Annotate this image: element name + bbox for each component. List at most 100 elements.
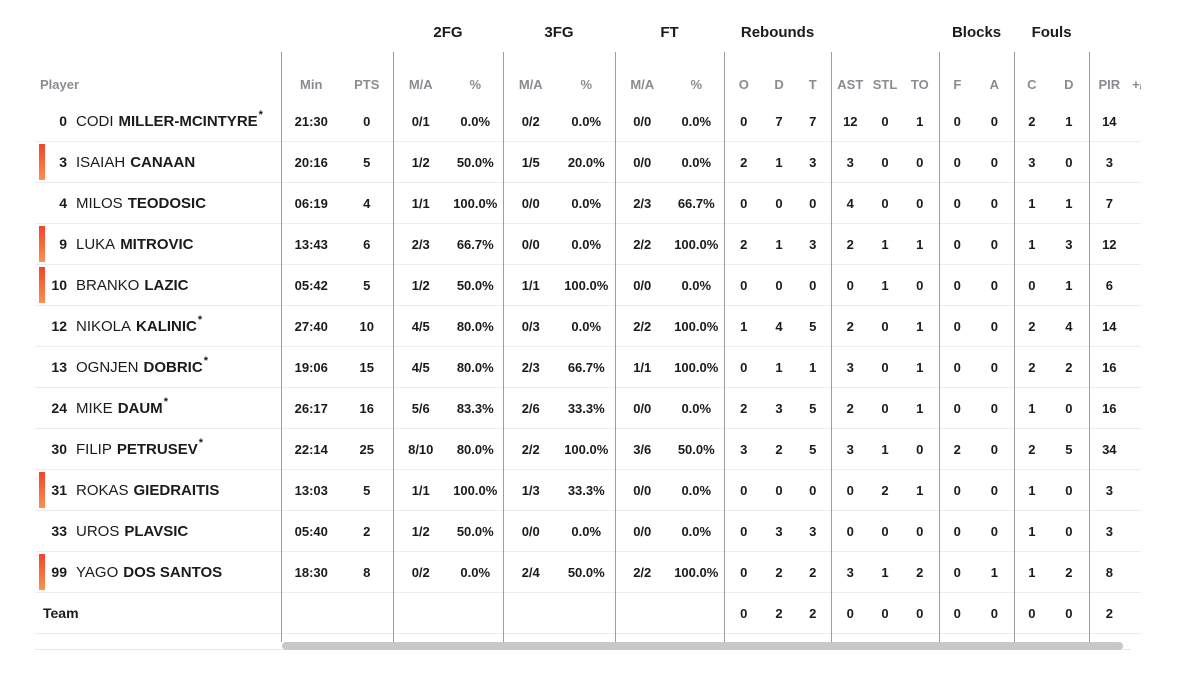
table-row: 31 ROKAS GIEDRAITIS 13:03 5 1/1 100.0% 1…: [35, 469, 1141, 511]
stat-reb-t: 0: [795, 264, 832, 306]
stat-foul-c: 0: [1013, 264, 1050, 306]
player-cell: 31 ROKAS GIEDRAITIS: [35, 469, 281, 511]
row-label: Team: [43, 605, 79, 621]
player-number: 0: [59, 113, 67, 129]
column-header-3fg-ma: M/A: [502, 52, 558, 101]
stat-reb-d: 2: [763, 428, 796, 470]
stat-foul-c: 2: [1013, 346, 1050, 388]
stat-2fg-pct: 50.0%: [448, 510, 503, 552]
stat-reb-t: 5: [795, 305, 832, 347]
player-number: 3: [59, 154, 67, 170]
stat-ft-pct: 0.0%: [669, 387, 725, 429]
player-last-name: DOBRIC: [143, 358, 203, 376]
stat-ft-ma: 0/0: [614, 141, 669, 183]
stat-pir: 138: [1088, 633, 1130, 642]
stat-blk-f: 0: [938, 264, 976, 306]
stat-ast: 34: [830, 633, 870, 642]
stat-pts: 6: [341, 223, 393, 265]
stat-blk-f: 0: [938, 510, 976, 552]
stat-stl: 0: [869, 346, 902, 388]
stat-reb-t: 36: [795, 633, 832, 642]
starter-mark: *: [197, 314, 203, 326]
player-last-name: MITROVIC: [120, 235, 194, 253]
stat-reb-o: 0: [723, 551, 764, 593]
stat-min: 22:14: [280, 428, 341, 470]
stat-min: 05:40: [280, 510, 341, 552]
stat-blk-a: 0: [975, 592, 1015, 634]
horizontal-scrollbar-thumb[interactable]: [282, 642, 1123, 650]
stat-plus-minus: [1129, 551, 1141, 593]
stat-reb-t: 0: [795, 182, 832, 224]
stat-pts: 5: [341, 469, 393, 511]
group-header-fouls: Fouls: [1031, 23, 1072, 41]
stat-reb-d: 7: [775, 113, 783, 129]
stat-pir: 7: [1088, 182, 1130, 224]
stat-blk-a: 1: [975, 551, 1015, 593]
player-last-name: MILLER-MCINTYRE: [118, 112, 258, 130]
stat-reb-t: 2: [795, 551, 832, 593]
stat-ast: 12: [830, 101, 870, 142]
player-cell: 0 CODI MILLER-MCINTYRE *: [35, 101, 281, 142]
player-number: 12: [51, 318, 67, 334]
stat-reb-d: 0: [763, 469, 796, 511]
group-header-2fg: 2FG: [433, 23, 463, 41]
stat-plus-minus: [1129, 428, 1141, 470]
stat-stl: 0: [869, 305, 902, 347]
stat-2fg-ma: 1/2: [392, 264, 448, 306]
stat-plus-minus: [1129, 101, 1141, 142]
stat-ft-ma: 0/0: [614, 101, 669, 142]
stat-reb-d: 4: [763, 305, 796, 347]
stat-ft-ma: 0/0: [614, 387, 669, 429]
stat-foul-d: 1: [1049, 182, 1090, 224]
stat-blk-f: 0: [938, 141, 976, 183]
stat-reb-o: 0: [723, 346, 764, 388]
stat-2fg-ma: 4/5: [392, 346, 448, 388]
player-last-name: DAUM: [117, 399, 163, 417]
stat-blk-f: 0: [938, 387, 976, 429]
stat-reb-t: 5: [795, 428, 832, 470]
stat-to: 0: [901, 510, 940, 552]
stat-ft-ma: 12/16: [614, 633, 669, 642]
stat-ft-pct: 0.0%: [669, 469, 725, 511]
stat-foul-d: 0: [1049, 510, 1090, 552]
stat-pir: 34: [1088, 428, 1130, 470]
stat-stl: 0: [869, 182, 902, 224]
stat-2fg-pct: [448, 592, 503, 634]
column-header-pir: PIR: [1088, 52, 1130, 101]
stat-3fg-pct: 100.0%: [558, 264, 615, 306]
stat-blk-a: 0: [975, 223, 1015, 265]
stat-foul-d: 1: [1049, 264, 1090, 306]
stat-blk-a: 0: [975, 428, 1015, 470]
on-court-indicator: [39, 226, 45, 262]
stat-foul-d: 4: [1049, 305, 1090, 347]
stat-reb-t: 1: [795, 346, 832, 388]
stat-min: [280, 592, 341, 634]
column-header-ast: AST: [830, 52, 870, 101]
column-header-3fg-pct: %: [580, 77, 593, 92]
stat-foul-c: 1: [1013, 551, 1050, 593]
stat-3fg-pct: 33.3%: [558, 387, 615, 429]
stat-ast: 3: [830, 428, 870, 470]
stat-to: 0: [901, 264, 940, 306]
stat-reb-t: 3: [795, 223, 832, 265]
player-number: 30: [51, 441, 67, 457]
stat-group-header-row: 2FG 3FG FT Rebounds Blocks Fouls: [35, 0, 1141, 52]
stat-3fg-ma: 2/3: [502, 346, 558, 388]
stat-blk-f: 2: [938, 428, 976, 470]
player-cell: 9 LUKA MITROVIC: [35, 223, 281, 265]
stat-2fg-ma: 0/1: [392, 101, 448, 142]
stat-plus-minus: [1129, 592, 1141, 634]
starter-mark: *: [163, 396, 168, 408]
stat-ft-ma: 3/6: [614, 428, 669, 470]
stat-2fg-ma: 28/40: [392, 633, 448, 642]
stat-ft-ma: 0/0: [614, 510, 669, 552]
stat-blk-a: 0: [975, 387, 1015, 429]
stat-3fg-pct: 0.0%: [558, 305, 615, 347]
stat-2fg-pct: 0.0%: [460, 113, 491, 129]
stat-reb-t: 2: [795, 592, 832, 634]
stat-ast: 0: [830, 592, 870, 634]
stat-foul-d: 0: [1049, 141, 1090, 183]
stat-ft-pct: 0.0%: [669, 264, 725, 306]
stat-blk-a: 1: [975, 633, 1015, 642]
stat-to: 8: [901, 633, 940, 642]
